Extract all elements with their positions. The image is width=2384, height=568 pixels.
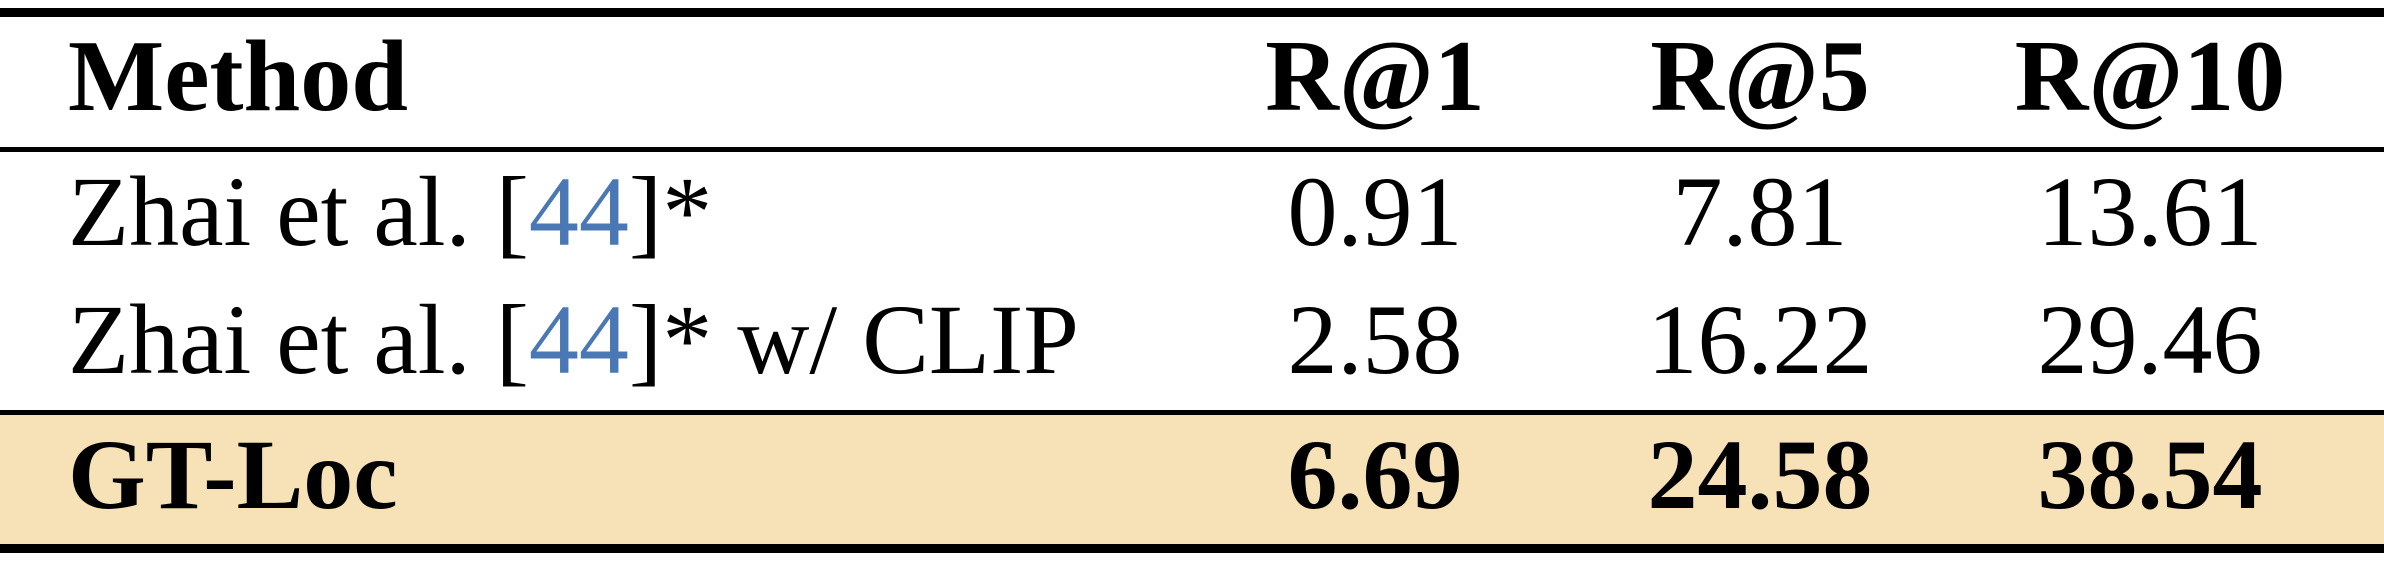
value-r1: 0.91 <box>1287 156 1463 267</box>
value-r10: 29.46 <box>2037 284 2263 395</box>
row-method: Zhai et al. [44]* w/ CLIP <box>68 290 1079 390</box>
value-r5: 24.58 <box>1647 419 1873 530</box>
table-top-rule <box>0 8 2384 17</box>
header-r10: R@10 <box>2014 20 2286 133</box>
highlighted-row-background <box>0 415 2384 544</box>
table-header-rule <box>0 147 2384 152</box>
table-row: Zhai et al. [44]* 0.91 7.81 13.61 <box>0 162 2384 282</box>
table-bottom-rule <box>0 544 2384 553</box>
value-r5: 16.22 <box>1647 284 1873 395</box>
value-r1: 6.69 <box>1287 419 1463 530</box>
header-r1: R@1 <box>1265 20 1485 133</box>
table-header-row: Method R@1 R@5 R@10 <box>0 26 2384 146</box>
header-method: Method <box>68 20 408 133</box>
table-row-highlighted: GT-Loc 6.69 24.58 38.54 <box>0 425 2384 545</box>
method-text: ]* <box>628 156 713 267</box>
method-text: ]* w/ CLIP <box>628 284 1079 395</box>
value-r10: 13.61 <box>2037 156 2263 267</box>
value-r5: 7.81 <box>1672 156 1848 267</box>
method-text: Zhai et al. [ <box>68 284 529 395</box>
header-r5: R@5 <box>1650 20 1870 133</box>
citation-link[interactable]: 44 <box>528 284 629 395</box>
row-method: GT-Loc <box>68 419 398 530</box>
table-separator-rule <box>0 410 2384 415</box>
value-r1: 2.58 <box>1287 284 1463 395</box>
citation-link[interactable]: 44 <box>528 156 629 267</box>
value-r10: 38.54 <box>2037 419 2263 530</box>
table-row: Zhai et al. [44]* w/ CLIP 2.58 16.22 29.… <box>0 290 2384 410</box>
row-method: Zhai et al. [44]* <box>68 162 712 262</box>
method-text: Zhai et al. [ <box>68 156 529 267</box>
